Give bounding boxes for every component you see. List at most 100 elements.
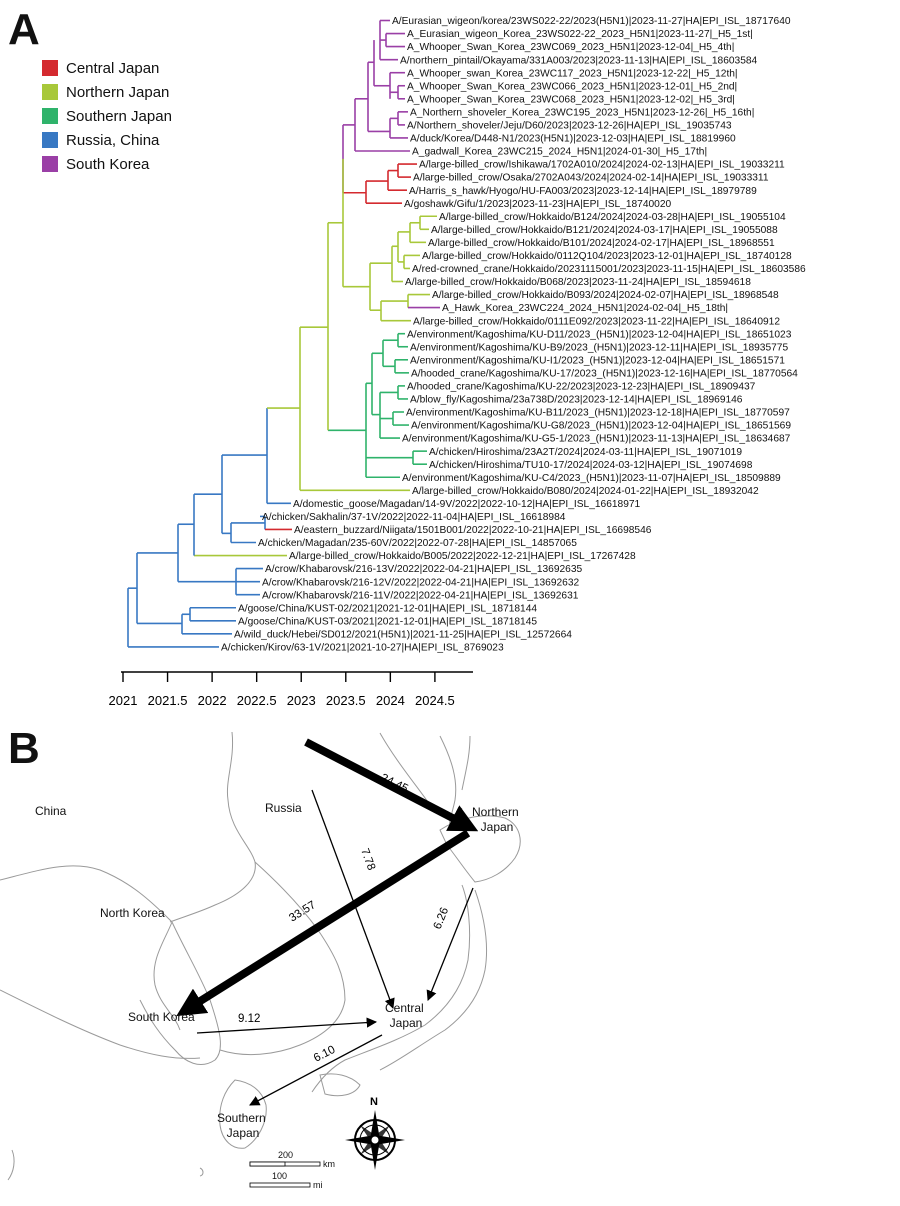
tree-tip-label: A_Whooper_Swan_Korea_23WC068_2023_H5N1|2… xyxy=(407,94,735,105)
tree-tip-label: A/large-billed_crow/Hokkaido/B068/2023|2… xyxy=(405,277,751,288)
tree-tip-label: A/eastern_buzzard/Niigata/1501B001/2022|… xyxy=(294,525,652,536)
tree-tip-label: A/hooded_crane/Kagoshima/KU-17/2023_(H5N… xyxy=(411,368,798,379)
time-axis-tick-label: 2022.5 xyxy=(237,693,277,708)
tree-tip-label: A/environment/Kagoshima/KU-D11/2023_(H5N… xyxy=(407,329,792,340)
legend-item-russia-china: Russia, China xyxy=(42,128,172,152)
tree-tip-label: A_gadwall_Korea_23WC215_2024_H5N1|2024-0… xyxy=(412,147,707,158)
compass-label: N xyxy=(370,1096,378,1108)
migration-rate-label: 6.10 xyxy=(312,1044,337,1065)
time-axis: 2021 2021.5 2022 2022.5 2023 2023.5 2024 2024.5 xyxy=(109,671,473,708)
tree-tip-label: A_Hawk_Korea_23WC224_2024_H5N1|2024-02-0… xyxy=(442,303,728,314)
label-northern-japan-line1: Northern xyxy=(472,805,519,819)
tree-tip-label: A/crow/Khabarovsk/216-13V/2022|2022-04-2… xyxy=(265,564,583,575)
migration-arrow-northern-japan-to-south-korea xyxy=(176,829,471,1017)
legend-label: Northern Japan xyxy=(66,83,170,101)
phylogenetic-tree: A/Eurasian_wigeon/korea/23WS022-22/2023(… xyxy=(109,16,806,708)
tree-tip-label: A/large-billed_crow/Hokkaido/B101/2024|2… xyxy=(428,238,775,249)
tree-tip-label: A/chicken/Hiroshima/23A2T/2024|2024-03-1… xyxy=(429,447,742,458)
tree-tip-label: A/northern_pintail/Okayama/331A003/2023|… xyxy=(400,55,758,66)
label-southern-japan-line2: Japan xyxy=(227,1126,260,1140)
tree-tip-label: A/chicken/Magadan/235-60V/2022|2022-07-2… xyxy=(258,538,577,549)
tree-tip-label: A/crow/Khabarovsk/216-12V/2022|2022-04-2… xyxy=(262,577,580,588)
label-china: China xyxy=(35,804,67,818)
tree-tip-label: A/environment/Kagoshima/KU-B9/2023_(H5N1… xyxy=(410,342,788,353)
legend-swatch xyxy=(42,156,58,172)
legend-swatch xyxy=(42,60,58,76)
legend-label: Southern Japan xyxy=(66,107,172,125)
panel-b-letter: B xyxy=(8,724,40,773)
tree-tip-label: A/large-billed_crow/Hokkaido/B121/2024|2… xyxy=(431,225,778,236)
legend-item-southern-japan: Southern Japan xyxy=(42,104,172,128)
scale-km-value: 200 xyxy=(278,1150,293,1160)
tree-tip-label: A/chicken/Hiroshima/TU10-17/2024|2024-03… xyxy=(429,460,753,471)
tree-tip-label: A/chicken/Kirov/63-1V/2021|2021-10-27|HA… xyxy=(221,643,504,654)
scale-mi-unit: mi xyxy=(313,1180,323,1190)
migration-rate-label: 7.78 xyxy=(358,847,377,872)
tree-tip-label: A/environment/Kagoshima/KU-G8/2023_(H5N1… xyxy=(411,421,791,432)
tree-tip-label: A/environment/Kagoshima/KU-G5-1/2023_(H5… xyxy=(402,434,791,445)
legend-item-south-korea: South Korea xyxy=(42,152,172,176)
tree-tip-label: A/blow_fly/Kagoshima/23a738D/2023|2023-1… xyxy=(410,395,743,406)
tree-tip-label: A/wild_duck/Hebei/SD012/2021(H5N1)|2021-… xyxy=(234,629,572,640)
tree-tip-label: A/crow/Khabarovsk/216-11V/2022|2022-04-2… xyxy=(262,590,579,601)
tree-tip-label: A_Eurasian_wigeon_Korea_23WS022-22_2023_… xyxy=(407,29,753,40)
label-central-japan: Central Japan xyxy=(385,1001,427,1030)
time-axis-tick-label: 2023.5 xyxy=(326,693,366,708)
label-north-korea: North Korea xyxy=(100,906,165,920)
tree-tip-labels: A/Eurasian_wigeon/korea/23WS022-22/2023(… xyxy=(221,16,806,653)
tree-tip-label: A/domestic_goose/Magadan/14-9V/2022|2022… xyxy=(293,499,641,510)
compass-rose-icon: N xyxy=(345,1096,405,1170)
tree-tip-label: A/large-billed_crow/Hokkaido/B093/2024|2… xyxy=(432,290,779,301)
tree-tip-label: A_Northern_shoveler_Korea_23WC195_2023_H… xyxy=(410,107,754,118)
legend-item-central-japan: Central Japan xyxy=(42,56,172,80)
label-southern-japan-line1: Southern xyxy=(217,1111,266,1125)
label-southern-japan: Southern Japan xyxy=(217,1111,269,1140)
map-labels: China Russia North Korea South Korea Nor… xyxy=(35,801,519,1140)
time-axis-tick-label: 2024 xyxy=(376,693,405,708)
legend-swatch xyxy=(42,132,58,148)
label-south-korea: South Korea xyxy=(128,1010,195,1024)
legend-swatch xyxy=(42,108,58,124)
tree-tip-label: A/large-billed_crow/Hokkaido/B124/2024|2… xyxy=(439,212,786,223)
tree-tip-label: A/hooded_crane/Kagoshima/KU-22/2023|2023… xyxy=(407,382,756,393)
panel-a-letter: A xyxy=(8,5,40,54)
scale-km-unit: km xyxy=(323,1159,335,1169)
tree-tip-label: A/goshawk/Gifu/1/2023|2023-11-23|HA|EPI_… xyxy=(404,199,671,210)
scale-mi-value: 100 xyxy=(272,1171,287,1181)
time-axis-tick-label: 2022 xyxy=(198,693,227,708)
legend-item-northern-japan: Northern Japan xyxy=(42,80,172,104)
tree-tip-label: A/large-billed_crow/Hokkaido/0111E092/20… xyxy=(413,316,780,327)
tree-tip-label: A_Whooper_Swan_Korea_23WC066_2023_H5N1|2… xyxy=(407,81,737,92)
tree-tip-label: A/chicken/Sakhalin/37-1V/2022|2022-11-04… xyxy=(262,512,566,523)
tree-tip-label: A/duck/Korea/D448-N1/2023(H5N1)|2023-12-… xyxy=(410,134,736,145)
tree-tip-label: A/Eurasian_wigeon/korea/23WS022-22/2023(… xyxy=(392,16,791,27)
tree-tip-label: A/environment/Kagoshima/KU-C4/2023_(H5N1… xyxy=(402,473,781,484)
label-central-japan-line2: Japan xyxy=(390,1016,423,1030)
migration-arrow-russia-to-central-japan xyxy=(311,789,395,1009)
tree-tip-label: A/red-crowned_crane/Hokkaido/20231115001… xyxy=(412,264,806,275)
migration-arrow-south-korea-to-central-japan xyxy=(196,1017,378,1034)
legend-label: South Korea xyxy=(66,155,150,173)
legend-label: Central Japan xyxy=(66,59,160,77)
label-northern-japan-line2: Japan xyxy=(481,820,514,834)
tree-tip-label: A/Harris_s_hawk/Hyogo/HU-FA003/2023|2023… xyxy=(409,186,757,197)
scale-bar: 200 km 100 mi xyxy=(249,1150,335,1190)
migration-arrow-russia-to-northern-japan xyxy=(304,738,479,832)
legend-swatch xyxy=(42,84,58,100)
tree-tip-label: A/large-billed_crow/Hokkaido/B080/2024|2… xyxy=(412,486,759,497)
migration-arrow-central-japan-to-southern-japan xyxy=(249,1034,383,1106)
time-axis-tick-label: 2024.5 xyxy=(415,693,455,708)
tree-tip-label: A/large-billed_crow/Osaka/2702A043/2024|… xyxy=(413,173,769,184)
migration-rate-label: 33.57 xyxy=(287,899,318,924)
tree-tip-label: A_Whooper_Swan_Korea_23WC069_2023_H5N1|2… xyxy=(407,42,734,53)
tree-tip-label: A/environment/Kagoshima/KU-I1/2023_(H5N1… xyxy=(410,355,785,366)
tree-tip-label: A/large-billed_crow/Ishikawa/1702A010/20… xyxy=(419,160,785,171)
tree-tip-label: A/Northern_shoveler/Jeju/D60/2023|2023-1… xyxy=(407,121,732,132)
legend-label: Russia, China xyxy=(66,131,160,149)
tree-tip-label: A_Whooper_swan_Korea_23WC117_2023_H5N1|2… xyxy=(407,68,738,79)
tree-tip-label: A/large-billed_crow/Hokkaido/0112Q104/20… xyxy=(422,251,792,262)
tree-tip-label: A/large-billed_crow/Hokkaido/B005/2022|2… xyxy=(289,551,636,562)
